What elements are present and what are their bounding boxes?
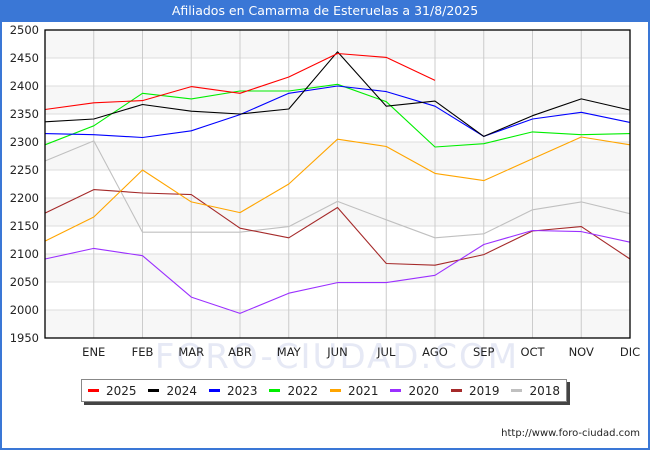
- series-line-2020: [44, 229, 631, 314]
- x-tick-label: ENE: [82, 345, 105, 359]
- legend-swatch: [269, 389, 281, 392]
- chart-title: Afiliados en Camarma de Esteruelas a 31/…: [0, 0, 650, 22]
- legend-label: 2019: [468, 383, 500, 398]
- legend-swatch: [450, 389, 462, 392]
- x-tick-label: FEB: [132, 345, 154, 359]
- y-tick-label: 2400: [10, 79, 39, 93]
- series-line-2021: [44, 136, 631, 242]
- legend-item-2018: 2018: [511, 384, 560, 398]
- legend: 2025 2024 2023 2022 2021 2020 2019 2018: [81, 379, 567, 402]
- series-line-2024: [44, 51, 631, 137]
- series-line-2023: [44, 85, 631, 139]
- x-tick-label: MAY: [277, 345, 302, 359]
- y-tick-label: 2350: [10, 107, 39, 121]
- legend-swatch: [329, 389, 341, 392]
- legend-label: 2024: [166, 383, 198, 398]
- legend-label: 2021: [347, 383, 379, 398]
- y-tick-label: 2300: [10, 135, 39, 149]
- x-tick-label: OCT: [520, 345, 545, 359]
- y-tick-label: 2100: [10, 247, 39, 261]
- y-tick-label: 2450: [10, 51, 39, 65]
- x-tick-label: SEP: [473, 345, 495, 359]
- series-lines: [44, 51, 631, 314]
- legend-item-2019: 2019: [450, 383, 500, 398]
- y-tick-label: 2250: [10, 163, 39, 177]
- y-tick-label: 2200: [10, 191, 39, 205]
- x-tick-label: ABR: [228, 345, 252, 359]
- x-tick-label: JUL: [376, 345, 396, 359]
- x-axis-ticks: ENE FEB MAR ABR MAY JUN JUL AGO SEP OCT NOV DIC: [82, 345, 640, 359]
- y-tick-label: 1950: [10, 331, 39, 345]
- y-tick-label: 2050: [10, 275, 39, 289]
- legend-label: 2020: [408, 383, 440, 398]
- y-tick-label: 2000: [10, 303, 39, 317]
- legend-swatch: [390, 389, 402, 392]
- series-line-2025: [44, 52, 436, 111]
- legend-label: 2025: [105, 383, 137, 398]
- legend-swatch: [511, 389, 523, 392]
- legend-item-2024: 2024: [148, 384, 197, 398]
- legend-item-2025: 2025: [87, 383, 137, 398]
- y-tick-label: 2150: [10, 219, 39, 233]
- x-tick-label: JUN: [326, 345, 347, 359]
- x-tick-label: AGO: [422, 345, 448, 359]
- watermark: FORO-CIUDAD.COM: [155, 337, 519, 377]
- legend-swatch: [87, 389, 99, 392]
- series-line-2018: [44, 140, 631, 239]
- legend-label: 2018: [529, 383, 561, 398]
- y-axis-ticks: 1950 2000 2050 2100 2150 2200 2250 2300 2350 2400…: [10, 23, 39, 345]
- series-line-2022: [44, 83, 631, 148]
- plot-border: [44, 29, 631, 339]
- x-tick-label: NOV: [569, 345, 594, 359]
- x-tick-label: DIC: [620, 345, 640, 359]
- legend-item-2022: 2022: [269, 384, 318, 398]
- legend-label: 2023: [226, 383, 258, 398]
- legend-item-2021: 2021: [329, 383, 379, 398]
- source-url[interactable]: http://www.foro-ciudad.com: [501, 428, 640, 439]
- x-tick-label: MAR: [178, 345, 204, 359]
- y-tick-label: 2500: [10, 23, 39, 37]
- legend-swatch: [208, 389, 220, 392]
- legend-item-2020: 2020: [390, 384, 439, 398]
- legend-swatch: [148, 389, 160, 392]
- legend-item-2023: 2023: [208, 383, 258, 398]
- legend-label: 2022: [287, 383, 319, 398]
